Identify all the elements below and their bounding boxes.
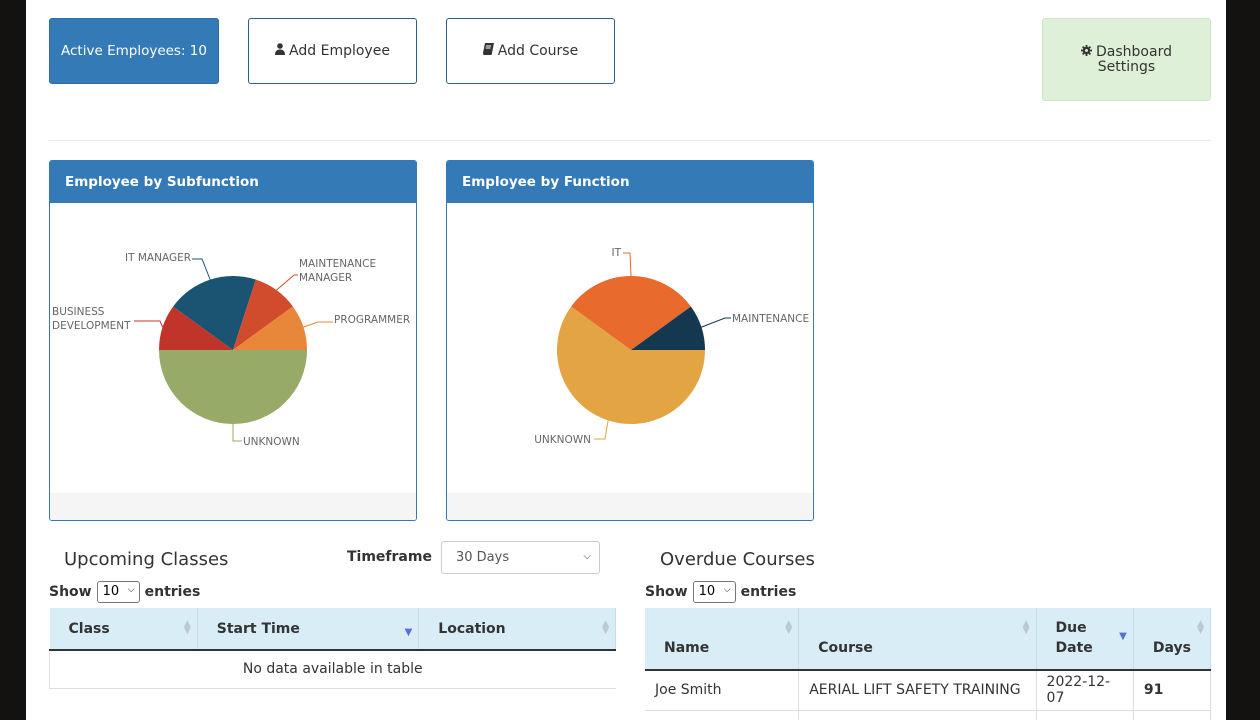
label-leader-line — [594, 420, 609, 440]
pie-slice-unknown[interactable] — [557, 306, 705, 424]
sort-icon: ▲ ▼ — [1197, 619, 1204, 636]
sort-descending-icon: ▼ — [1119, 631, 1127, 642]
slice-label: PROGRAMMER — [334, 314, 410, 326]
dashboard-settings-button[interactable]: Dashboard Settings — [1042, 18, 1211, 101]
subfunction-panel-title: Employee by Subfunction — [50, 161, 416, 203]
panel-footer — [50, 493, 416, 520]
subfunction-panel: Employee by Subfunction UNKNOWN BUSINESS D… — [49, 160, 417, 521]
sort-icon: ▲ ▼ — [183, 619, 191, 636]
entries-label: entries — [740, 584, 797, 600]
empty-table-message: No data available in table — [49, 650, 616, 689]
label-leader-line — [192, 258, 211, 280]
timeframe-select[interactable]: 30 Days ⌵ — [441, 541, 600, 574]
cell-course: AERIAL LIFT SAFETY TRAINING — [798, 670, 1037, 711]
cell-due-date: 2022-12-07 — [1036, 670, 1134, 711]
dashboard-settings-label-1: Dashboard — [1096, 43, 1172, 60]
column-label: Start Time — [216, 620, 300, 637]
chevron-down-icon: ⌵ — [583, 551, 591, 562]
table-row[interactable] — [645, 710, 1212, 720]
slice-label: MAINTENANCE — [732, 313, 809, 325]
column-label: Course — [818, 640, 873, 656]
column-label: Days — [1152, 640, 1191, 656]
pie-slice-unknown[interactable] — [159, 350, 307, 424]
slice-label: IT — [611, 247, 621, 259]
chevron-down-icon: ⌵ — [723, 585, 731, 595]
dashboard-page: Active Employees: 10 Add Employee Add Co… — [26, 0, 1226, 720]
show-label: Show — [645, 584, 688, 600]
chevron-down-icon: ⌵ — [127, 585, 135, 595]
entries-label: entries — [144, 584, 201, 600]
add-course-button[interactable]: Add Course — [446, 18, 615, 84]
show-label: Show — [49, 584, 92, 600]
table-row[interactable]: Joe Smith AERIAL LIFT SAFETY TRAINING 20… — [645, 670, 1212, 711]
timeframe-value: 30 Days — [456, 550, 510, 565]
gear-icon — [1081, 44, 1093, 60]
add-course-label: Add Course — [497, 42, 579, 59]
label-leader-line — [232, 424, 242, 442]
column-header-course[interactable]: Course ▲ ▼ — [798, 608, 1037, 671]
column-header-class[interactable]: Class ▲ ▼ — [49, 608, 198, 651]
sort-icon: ▲ ▼ — [785, 619, 793, 636]
overdue-entries-select[interactable]: 10 ⌵ — [692, 581, 736, 603]
sort-icon: ▲ ▼ — [602, 619, 609, 636]
column-header-location[interactable]: Location ▲ ▼ — [418, 608, 616, 651]
overdue-entries-control: Show 10 ⌵ entries — [645, 581, 796, 603]
active-employees-button[interactable]: Active Employees: 10 — [49, 18, 219, 84]
dashboard-settings-label-2: Settings — [1097, 58, 1156, 75]
subfunction-pie-chart: UNKNOWN BUSINESS DEVELOPMENT IT MANAGER MAIN… — [52, 252, 410, 448]
upcoming-classes-title: Upcoming Classes — [64, 549, 229, 570]
pie-slice-programmer[interactable] — [233, 306, 307, 350]
cell-name: Joe Smith — [645, 670, 800, 711]
slice-label: IT MANAGER — [125, 252, 191, 264]
entries-value: 10 — [698, 584, 716, 599]
function-panel: Employee by Function UNKNOWN IT MAINTENANC… — [446, 160, 814, 521]
user-icon — [275, 43, 286, 59]
label-leader-line — [276, 274, 298, 291]
pie-slice-business-development[interactable] — [159, 306, 233, 350]
column-header-start-time[interactable]: Start Time ▼ — [197, 608, 420, 651]
slice-label: DEVELOPMENT — [52, 320, 131, 332]
upcoming-entries-select[interactable]: 10 ⌵ — [96, 581, 140, 603]
column-label: Class — [68, 620, 110, 637]
cell-days: 91 — [1133, 670, 1212, 711]
upcoming-classes-table: Class ▲ ▼ Start Time ▼ Location ▲ ▼ No data a… — [49, 608, 616, 689]
overdue-courses-title: Overdue Courses — [660, 549, 815, 570]
add-employee-label: Add Employee — [289, 42, 390, 59]
pie-slice-maintenance-manager[interactable] — [233, 279, 293, 350]
pie-slice-maintenance[interactable] — [631, 306, 705, 350]
column-label: Location — [438, 620, 506, 637]
column-label: Due Date — [1055, 620, 1093, 656]
add-employee-button[interactable]: Add Employee — [248, 18, 417, 84]
active-employees-label: Active Employees: 10 — [61, 42, 207, 59]
book-icon — [482, 43, 494, 59]
label-leader-line — [303, 321, 333, 328]
label-leader-line — [623, 252, 632, 277]
sort-descending-icon: ▼ — [404, 627, 413, 638]
slice-label: UNKNOWN — [534, 434, 591, 446]
table-row: No data available in table — [49, 650, 616, 689]
slice-label: UNKNOWN — [243, 436, 300, 448]
label-leader-line — [701, 317, 731, 328]
overdue-courses-table: Name ▲ ▼ Course ▲ ▼ Due Date ▼ Days ▲ ▼ Joe Smi… — [645, 608, 1212, 720]
upcoming-entries-control: Show 10 ⌵ entries — [49, 581, 200, 603]
label-leader-line — [134, 320, 164, 328]
slice-label: BUSINESS — [52, 306, 105, 318]
pie-slice-it[interactable] — [571, 276, 691, 350]
function-panel-title: Employee by Function — [447, 161, 813, 203]
function-pie-chart: UNKNOWN IT MAINTENANCE — [534, 247, 809, 446]
column-header-name[interactable]: Name ▲ ▼ — [645, 608, 800, 671]
pie-slice-it-manager[interactable] — [173, 276, 256, 350]
sort-icon: ▲ ▼ — [1022, 619, 1030, 636]
column-header-days[interactable]: Days ▲ ▼ — [1133, 608, 1212, 671]
timeframe-label: Timeframe — [347, 549, 432, 565]
slice-label: MANAGER — [299, 272, 352, 284]
entries-value: 10 — [102, 584, 120, 599]
column-header-due-date[interactable]: Due Date ▼ — [1036, 608, 1134, 671]
column-label: Name — [664, 640, 710, 656]
panel-footer — [447, 493, 813, 520]
divider — [49, 140, 1211, 141]
slice-label: MAINTENANCE — [299, 258, 376, 270]
